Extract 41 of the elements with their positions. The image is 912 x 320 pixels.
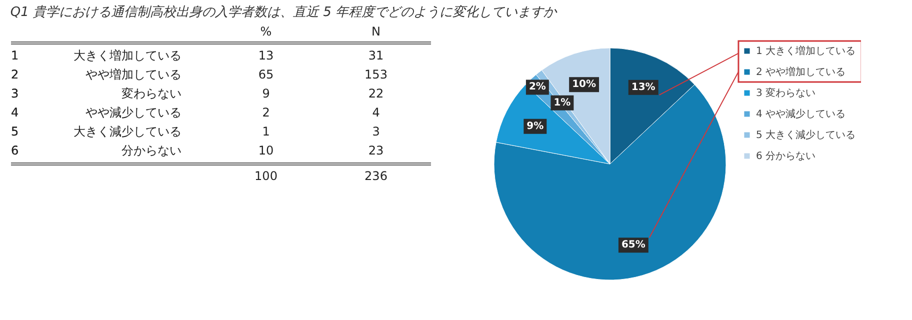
y-tick-label: 大きく増加している — [74, 48, 182, 62]
legend-label: 3 変わらない — [756, 87, 816, 99]
data-label: 65% — [621, 240, 646, 251]
data-label: 2% — [528, 82, 546, 93]
data-label: 1% — [554, 97, 571, 108]
y2-tick-label: 5 — [11, 124, 19, 138]
legend-label: 2 やや増加している — [756, 66, 846, 78]
y-tick-label: 変わらない — [122, 86, 182, 100]
y2-tick-label: 4 — [11, 106, 19, 120]
data-label: 2 — [262, 106, 270, 120]
y-tick-label: 大きく減少している — [74, 124, 182, 138]
data-label: 31 — [368, 48, 384, 62]
text: 100 — [254, 169, 278, 183]
data-label: 13 — [258, 48, 274, 62]
y-tick-label: 分からない — [122, 144, 182, 158]
x-tick-label: % — [260, 24, 272, 38]
legend-label: 1 大きく増加している — [756, 45, 856, 57]
data-label: 1 — [262, 124, 270, 138]
data-label: 65 — [258, 68, 274, 82]
data-label: 13% — [631, 82, 656, 93]
data-label: 9% — [526, 120, 544, 132]
y2-tick-label: 1 — [11, 48, 19, 62]
y-tick-label: やや減少している — [86, 106, 182, 120]
legend-label: 6 分からない — [756, 150, 816, 162]
x-tick-label: N — [372, 24, 380, 38]
data-label: 4 — [372, 106, 380, 120]
data-label: 3 — [372, 124, 380, 138]
legend-label: 4 やや減少している — [756, 108, 846, 120]
data-label: 23 — [368, 144, 384, 158]
data-label: 9 — [262, 86, 270, 100]
y2-tick-label: 3 — [11, 86, 19, 100]
data-label: 22 — [368, 86, 384, 100]
y2-tick-label: 2 — [11, 68, 19, 82]
chart-title: Q1 貴学における通信制高校出身の入学者数は、直近 5 年程度でどのように変化していますか — [10, 4, 558, 20]
text: 236 — [364, 169, 388, 183]
data-label: 10% — [572, 79, 596, 90]
data-label: 10 — [258, 144, 274, 158]
y-tick-label: やや増加している — [86, 68, 182, 82]
data-label: 153 — [364, 68, 388, 82]
y2-tick-label: 6 — [11, 144, 19, 158]
legend-label: 5 大きく減少している — [756, 129, 856, 141]
